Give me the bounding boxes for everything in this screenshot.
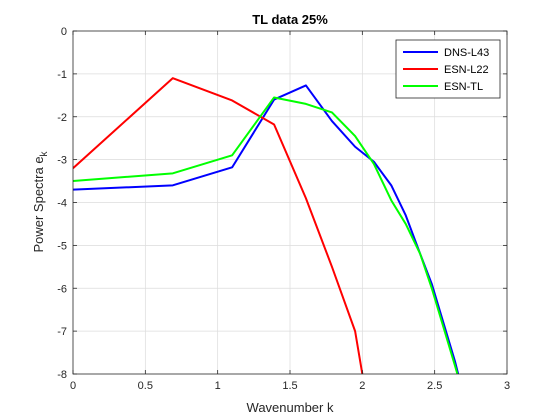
y-tick-label: -1 (57, 69, 67, 81)
legend: DNS-L43 ESN-L22 ESN-TL (395, 39, 501, 99)
y-axis-label-main: Power Spectra e (31, 156, 46, 252)
y-tick-label: -7 (57, 326, 67, 338)
x-tick-label: 0 (70, 380, 76, 392)
x-tick-label: 1 (215, 380, 221, 392)
legend-label-esn-l22: ESN-L22 (444, 64, 489, 76)
series-line-esn-l22 (73, 77, 364, 374)
x-tick-label: 1.5 (282, 380, 297, 392)
x-tick-label: 2 (359, 380, 365, 392)
y-tick-label: -3 (57, 155, 67, 167)
series-line-dns-l43 (73, 84, 460, 374)
series-lines (73, 77, 460, 374)
y-tick-label: -5 (57, 240, 67, 252)
y-tick-label: -4 (57, 198, 67, 210)
y-tick-label: -2 (57, 112, 67, 124)
x-tick-label: 2.5 (427, 380, 442, 392)
y-axis-label-subscript: k (39, 150, 50, 156)
x-axis-label: Wavenumber k (247, 400, 334, 415)
x-tick-label: 3 (504, 380, 510, 392)
y-axis-label: Power Spectra ek (31, 150, 50, 252)
legend-label-dns-l43: DNS-L43 (444, 47, 489, 59)
axis-ticks: 0 0.5 1 1.5 2 2.5 3 -8 -7 -6 -5 -4 -3 -2 -1 0 (57, 26, 510, 392)
chart-title: TL data 25% (252, 12, 328, 27)
x-tick-label: 0.5 (138, 380, 153, 392)
y-tick-label: -8 (57, 369, 67, 381)
y-tick-label: 0 (61, 26, 67, 38)
y-tick-label: -6 (57, 283, 67, 295)
legend-label-esn-tl: ESN-TL (444, 81, 483, 93)
series-line-esn-tl (73, 96, 459, 374)
